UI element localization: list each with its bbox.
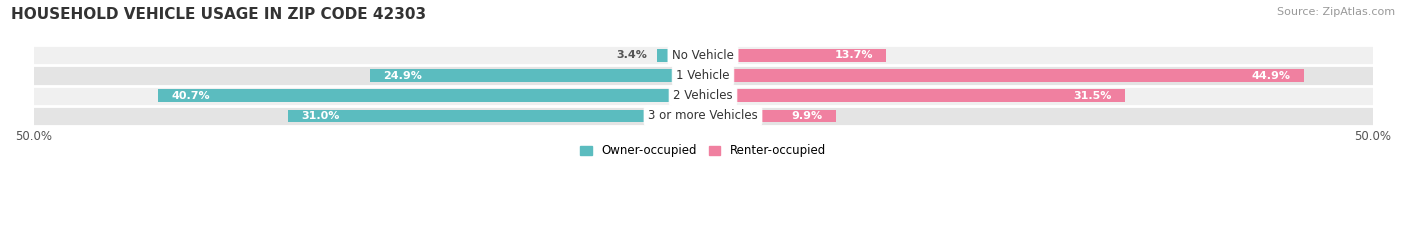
Bar [703, 110, 835, 122]
Bar [288, 110, 703, 122]
Bar [157, 89, 703, 102]
Bar [34, 86, 1372, 106]
Bar [370, 69, 703, 82]
Bar [34, 65, 1372, 86]
Text: 13.7%: 13.7% [835, 50, 873, 60]
Bar [34, 45, 1372, 65]
Bar [703, 69, 1305, 82]
Bar [658, 49, 703, 62]
Bar [703, 49, 886, 62]
Text: 31.0%: 31.0% [301, 111, 340, 121]
Text: 1 Vehicle: 1 Vehicle [676, 69, 730, 82]
Text: 9.9%: 9.9% [792, 111, 823, 121]
Text: 44.9%: 44.9% [1251, 71, 1291, 81]
Text: 31.5%: 31.5% [1073, 91, 1111, 101]
Text: 2 Vehicles: 2 Vehicles [673, 89, 733, 102]
Text: Source: ZipAtlas.com: Source: ZipAtlas.com [1277, 7, 1395, 17]
Legend: Owner-occupied, Renter-occupied: Owner-occupied, Renter-occupied [575, 140, 831, 162]
Bar [34, 106, 1372, 126]
Text: 3.4%: 3.4% [616, 50, 647, 60]
Text: 3 or more Vehicles: 3 or more Vehicles [648, 109, 758, 122]
Bar [703, 89, 1125, 102]
Text: HOUSEHOLD VEHICLE USAGE IN ZIP CODE 42303: HOUSEHOLD VEHICLE USAGE IN ZIP CODE 4230… [11, 7, 426, 22]
Text: 40.7%: 40.7% [172, 91, 209, 101]
Text: No Vehicle: No Vehicle [672, 49, 734, 62]
Text: 24.9%: 24.9% [382, 71, 422, 81]
